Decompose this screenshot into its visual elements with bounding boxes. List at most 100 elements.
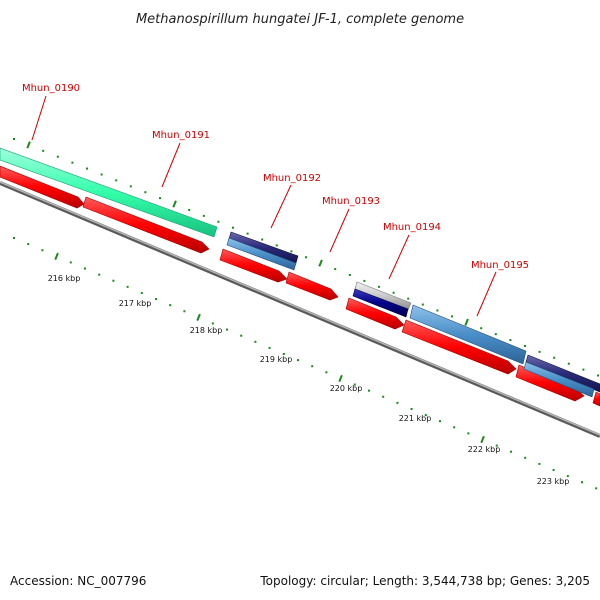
minor-tick	[567, 362, 570, 365]
minor-tick	[254, 340, 257, 343]
minor-tick	[144, 191, 147, 194]
minor-tick	[100, 173, 103, 176]
minor-tick	[232, 226, 234, 229]
minor-tick	[13, 237, 15, 239]
inner-scale-ring	[13, 237, 598, 490]
minor-tick	[439, 420, 441, 423]
minor-tick	[42, 149, 45, 152]
kbp-label: 223 kbp	[537, 477, 570, 486]
cds-arrow[interactable]	[285, 271, 339, 301]
cds-arrow[interactable]	[345, 297, 405, 330]
minor-tick	[305, 256, 307, 259]
gene-label[interactable]: Mhun_0193	[322, 196, 380, 207]
minor-tick	[553, 356, 556, 359]
minor-tick	[71, 161, 74, 164]
gene-label[interactable]: Mhun_0194	[383, 222, 441, 233]
minor-tick	[353, 383, 356, 386]
minor-tick	[378, 285, 380, 288]
accession-text: Accession: NC_007796	[10, 574, 147, 588]
minor-tick	[202, 214, 205, 217]
minor-tick	[348, 273, 351, 276]
minor-tick	[13, 138, 15, 140]
minor-tick	[552, 469, 555, 472]
minor-tick	[524, 344, 526, 347]
minor-tick	[27, 243, 30, 246]
minor-tick	[268, 346, 271, 349]
gene-bar-mhun-0190[interactable]	[0, 147, 218, 238]
minor-tick	[595, 487, 598, 490]
minor-tick	[566, 475, 569, 478]
leader-line	[388, 234, 410, 280]
cds-arrow[interactable]	[401, 319, 517, 375]
minor-tick	[155, 298, 157, 301]
cds-arrow[interactable]	[82, 196, 210, 254]
gene-label[interactable]: Mhun_0195	[471, 260, 529, 271]
minor-tick	[582, 368, 585, 371]
minor-tick	[282, 353, 285, 356]
minor-tick	[126, 285, 129, 288]
minor-tick	[334, 268, 337, 271]
cds-arrow[interactable]	[219, 248, 288, 283]
minor-tick	[217, 220, 220, 223]
minor-tick	[538, 462, 541, 465]
minor-tick	[140, 291, 143, 294]
gene-label[interactable]: Mhun_0191	[152, 130, 210, 141]
major-tick	[54, 252, 59, 260]
leader-line	[161, 142, 181, 188]
minor-tick	[129, 185, 132, 188]
major-tick	[196, 313, 201, 321]
minor-tick	[41, 249, 44, 252]
minor-tick	[421, 303, 424, 306]
minor-tick	[396, 401, 399, 404]
minor-tick	[211, 322, 214, 325]
minor-tick	[69, 261, 72, 264]
minor-tick	[169, 304, 172, 307]
minor-tick	[407, 297, 410, 300]
minor-tick	[451, 315, 453, 318]
minor-tick	[290, 250, 293, 253]
minor-tick	[325, 371, 328, 374]
genome-backbone	[0, 181, 600, 438]
genome-stats-text: Topology: circular; Length: 3,544,738 bp…	[260, 574, 590, 588]
minor-tick	[115, 179, 118, 182]
leader-line	[31, 95, 47, 141]
minor-tick	[382, 395, 385, 398]
kbp-label: 217 kbp	[119, 299, 152, 308]
gene-label[interactable]: Mhun_0192	[263, 173, 321, 184]
gene-bar-next[interactable]	[523, 361, 595, 398]
minor-tick	[509, 339, 512, 342]
gene-label[interactable]: Mhun_0190	[22, 83, 80, 94]
kbp-label: 216 kbp	[48, 274, 81, 283]
minor-tick	[581, 481, 583, 484]
minor-tick	[510, 450, 512, 453]
minor-tick	[297, 359, 299, 362]
minor-tick	[56, 155, 59, 158]
gene-bar-mhun-0193[interactable]	[226, 237, 297, 271]
gene-bar-mhun-0195[interactable]	[409, 304, 527, 365]
minor-tick	[226, 328, 228, 331]
gene-bar-next[interactable]	[525, 354, 600, 393]
leader-line	[329, 208, 350, 253]
kbp-label: 220 kbp	[330, 384, 363, 393]
minor-tick	[494, 333, 497, 336]
major-tick	[26, 141, 31, 149]
cds-arrow[interactable]	[592, 391, 600, 407]
gene-bar-mhun-0194[interactable]	[352, 288, 409, 318]
major-tick	[172, 200, 177, 208]
minor-tick	[188, 208, 191, 211]
minor-tick	[597, 374, 599, 377]
minor-tick	[311, 365, 314, 368]
major-tick	[338, 374, 343, 383]
minor-tick	[410, 407, 413, 410]
major-tick	[464, 318, 469, 326]
cds-arrow[interactable]	[0, 165, 85, 209]
minor-tick	[524, 456, 527, 459]
minor-tick	[424, 414, 427, 417]
minor-tick	[183, 310, 186, 313]
scale-labels: 216 kbp 217 kbp 218 kbp 219 kbp 220 kbp …	[48, 274, 570, 486]
minor-tick	[246, 232, 249, 235]
kbp-label: 222 kbp	[468, 445, 501, 454]
gene-labels: Mhun_0190 Mhun_0191 Mhun_0192 Mhun_0193 …	[22, 83, 529, 317]
minor-tick	[84, 267, 86, 270]
